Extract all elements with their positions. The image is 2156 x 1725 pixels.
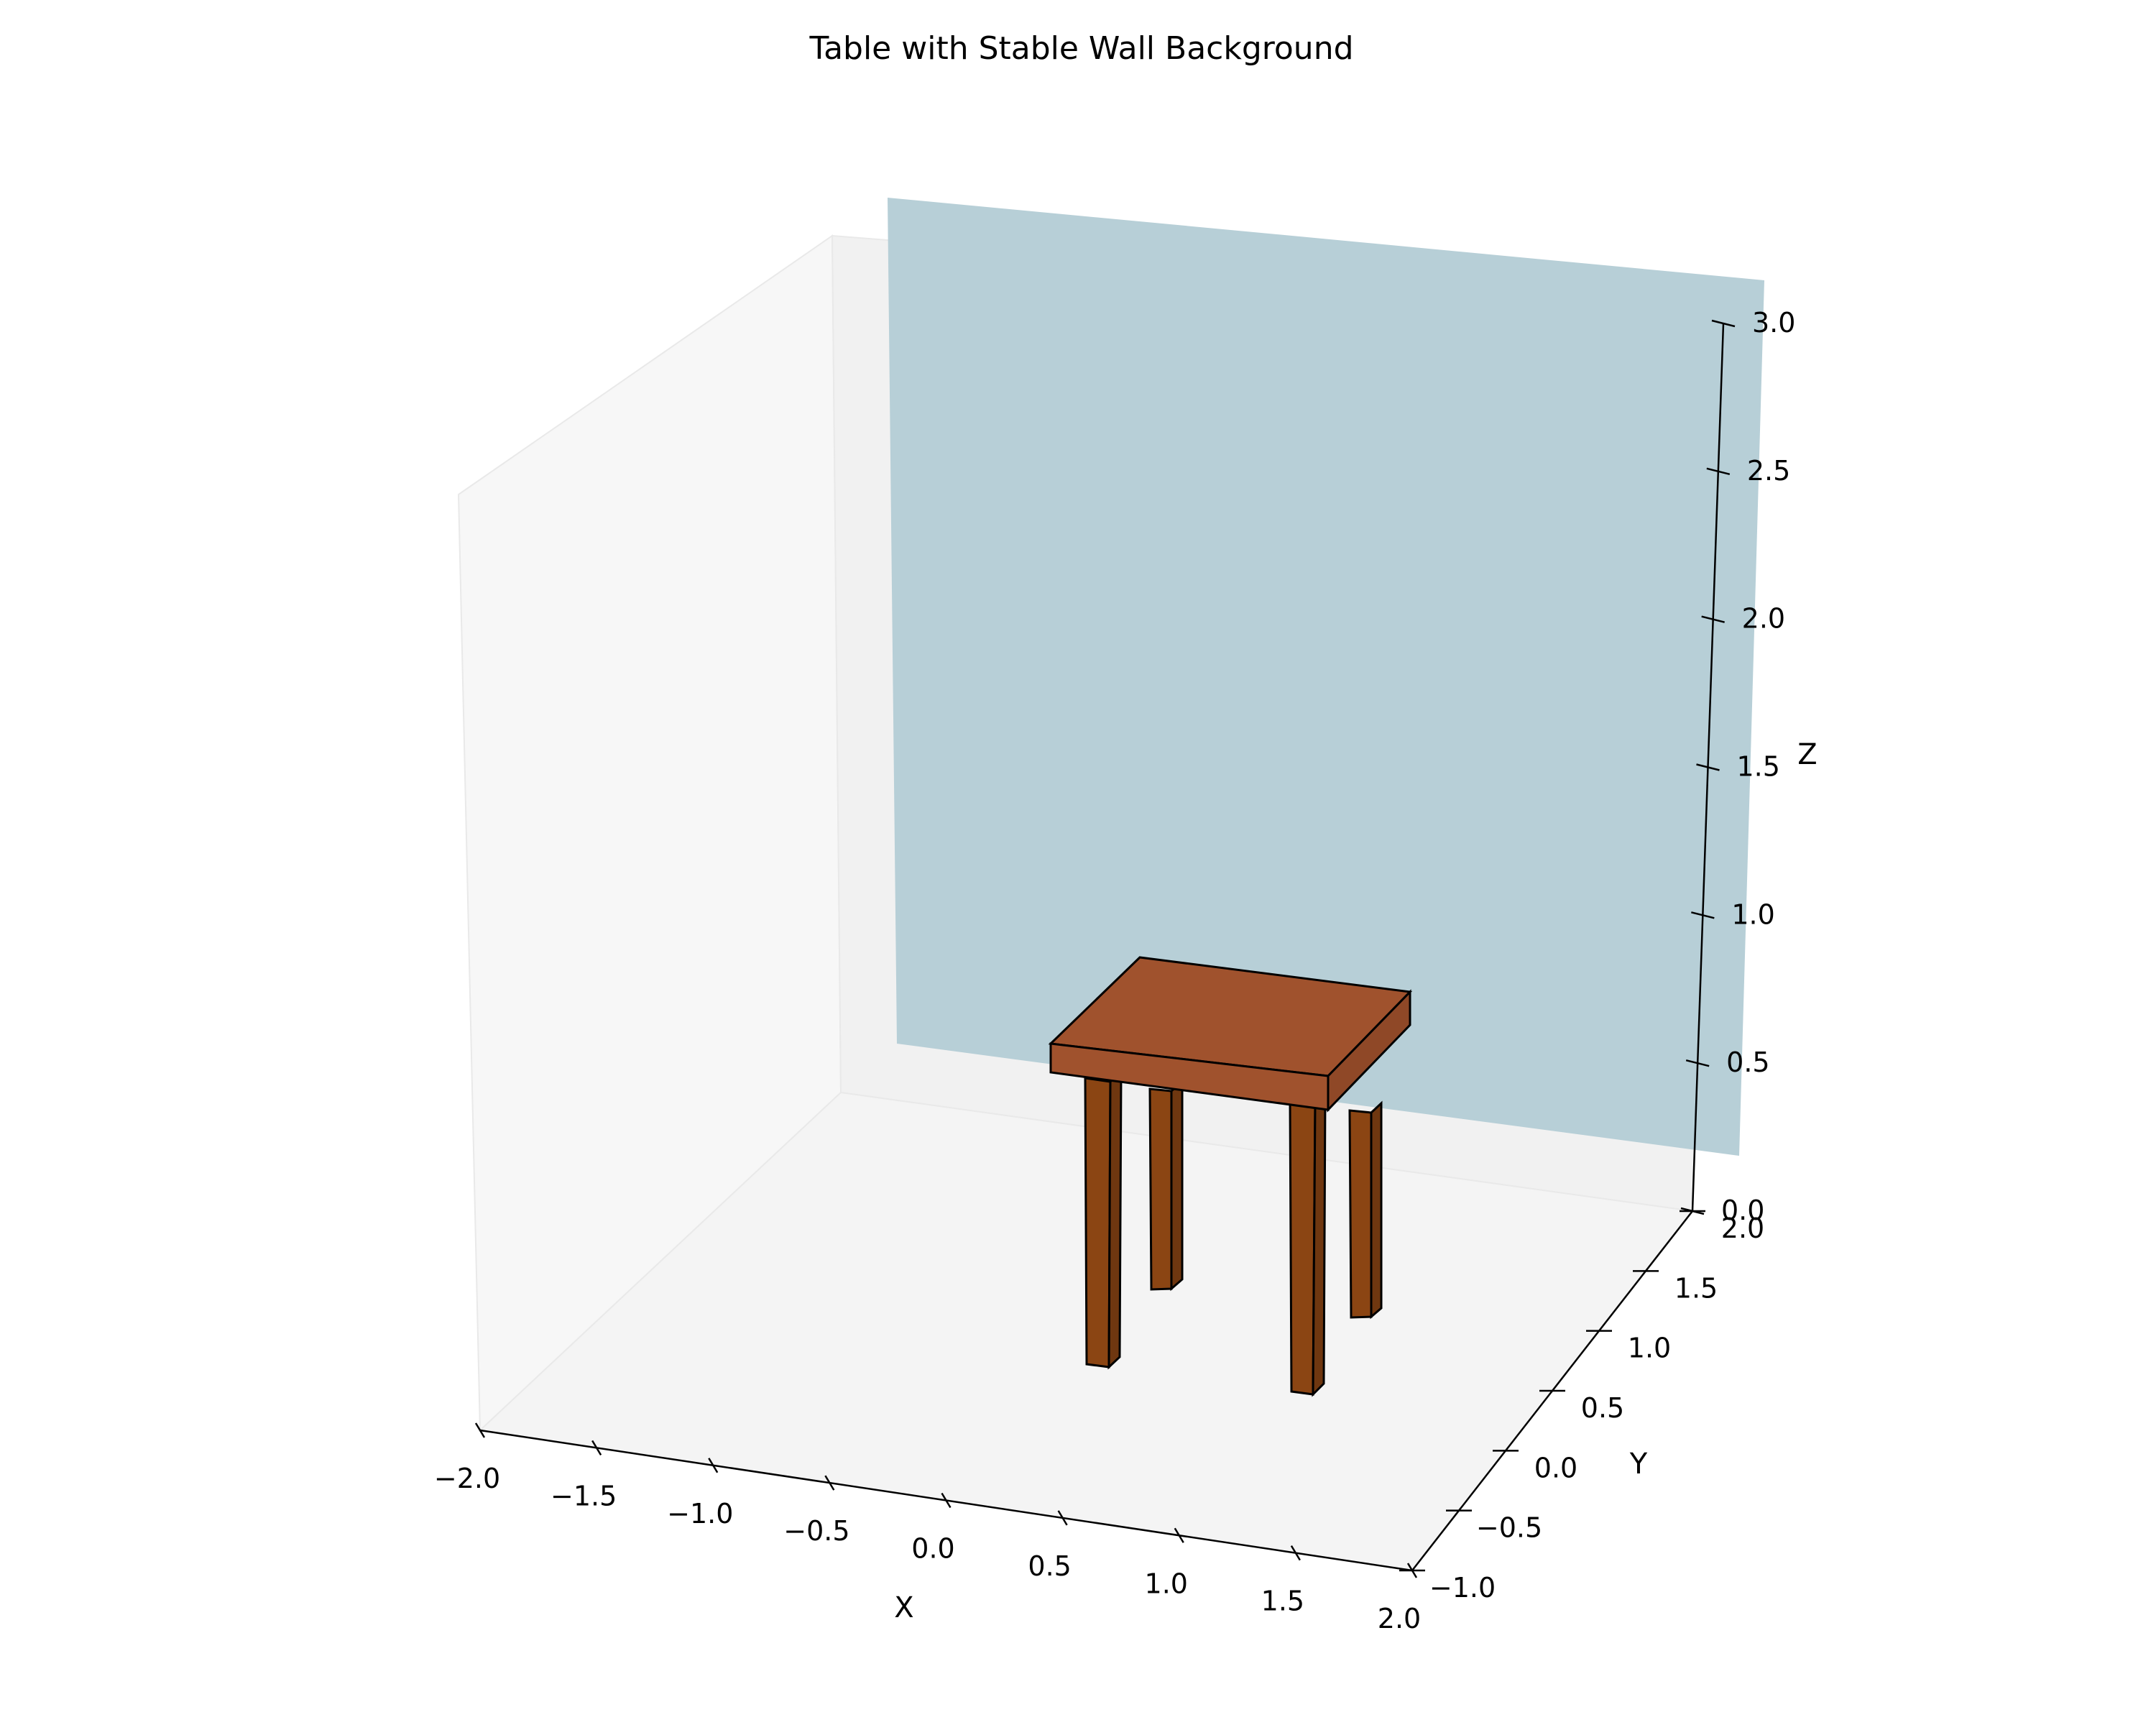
x-axis-tick-label: −0.5 (783, 1515, 849, 1547)
y-axis-tick-label: 0.5 (1581, 1392, 1624, 1424)
y-axis-label: Y (1629, 1448, 1648, 1481)
z-axis-tick-label: 2.5 (1747, 455, 1790, 487)
z-axis-tick (1680, 1207, 1705, 1215)
x-axis-tick (591, 1440, 602, 1456)
wall-surface (888, 198, 1764, 1156)
x-axis-tick-label: −1.5 (550, 1480, 617, 1512)
z-axis-tick-label: 3.0 (1752, 307, 1795, 339)
x-axis-tick (1057, 1510, 1068, 1526)
x-axis-tick-label: 0.0 (911, 1533, 954, 1565)
y-axis-tick-label: −1.0 (1429, 1572, 1496, 1604)
table (1048, 956, 1413, 1397)
x-axis: −2.0 −1.5 −1.0 −0.5 0.0 0.5 1.0 1.5 2.0 (434, 1422, 1421, 1634)
x-axis-tick (474, 1422, 486, 1438)
z-axis-tick (1685, 1059, 1710, 1067)
z-axis-tick-label: 0.0 (1721, 1195, 1764, 1226)
x-axis-tick-label: 1.5 (1261, 1586, 1304, 1617)
x-axis-tick-label: −2.0 (434, 1463, 500, 1494)
x-axis-label: X (894, 1591, 913, 1624)
z-axis-tick (1701, 615, 1725, 623)
table-leg-front-left (1084, 1070, 1123, 1370)
y-axis-tick-label: 0.0 (1534, 1452, 1577, 1484)
table-top-side-face (1327, 989, 1411, 1113)
y-axis-tick-label: 1.0 (1628, 1333, 1671, 1364)
x-axis-tick-label: 0.5 (1028, 1550, 1071, 1582)
y-axis-tick-label: −0.5 (1476, 1512, 1542, 1544)
x-axis-tick-label: 1.0 (1145, 1568, 1188, 1599)
x-axis-tick-label: −1.0 (667, 1498, 733, 1530)
y-axis-tick-label: 2.0 (1721, 1213, 1764, 1244)
z-axis-label: Z (1797, 738, 1817, 771)
z-axis-tick (1706, 467, 1731, 476)
y-axis-tick-label: 1.5 (1674, 1272, 1718, 1304)
x-axis-tick (824, 1475, 835, 1491)
x-axis-tick (708, 1458, 719, 1473)
z-axis-tick-label: 0.5 (1726, 1046, 1769, 1078)
z-axis-tick-label: 1.5 (1737, 751, 1780, 783)
table-leg-back-left (1148, 1079, 1184, 1292)
z-axis-tick-label: 1.0 (1731, 898, 1774, 930)
z-axis-tick-label: 2.0 (1742, 603, 1785, 635)
table-leg-back-right (1348, 1100, 1383, 1320)
z-axis: 0.0 0.5 1.0 1.5 2.0 2.5 3.0 (1680, 307, 1795, 1226)
x-axis-tick-label: 2.0 (1378, 1603, 1421, 1634)
z-axis-tick (1696, 763, 1720, 771)
x-axis-tick (1290, 1545, 1301, 1561)
x-axis-tick (941, 1492, 952, 1509)
table-leg-front-right (1289, 1091, 1327, 1397)
z-axis-tick (1691, 911, 1715, 919)
y-axis: −1.0 −0.5 0.00.51.01.52.0 (1399, 1210, 1764, 1604)
x-axis-tick (1174, 1527, 1184, 1543)
z-axis-tick (1711, 319, 1736, 328)
chart-title: Table with Stable Wall Background (808, 30, 1353, 67)
